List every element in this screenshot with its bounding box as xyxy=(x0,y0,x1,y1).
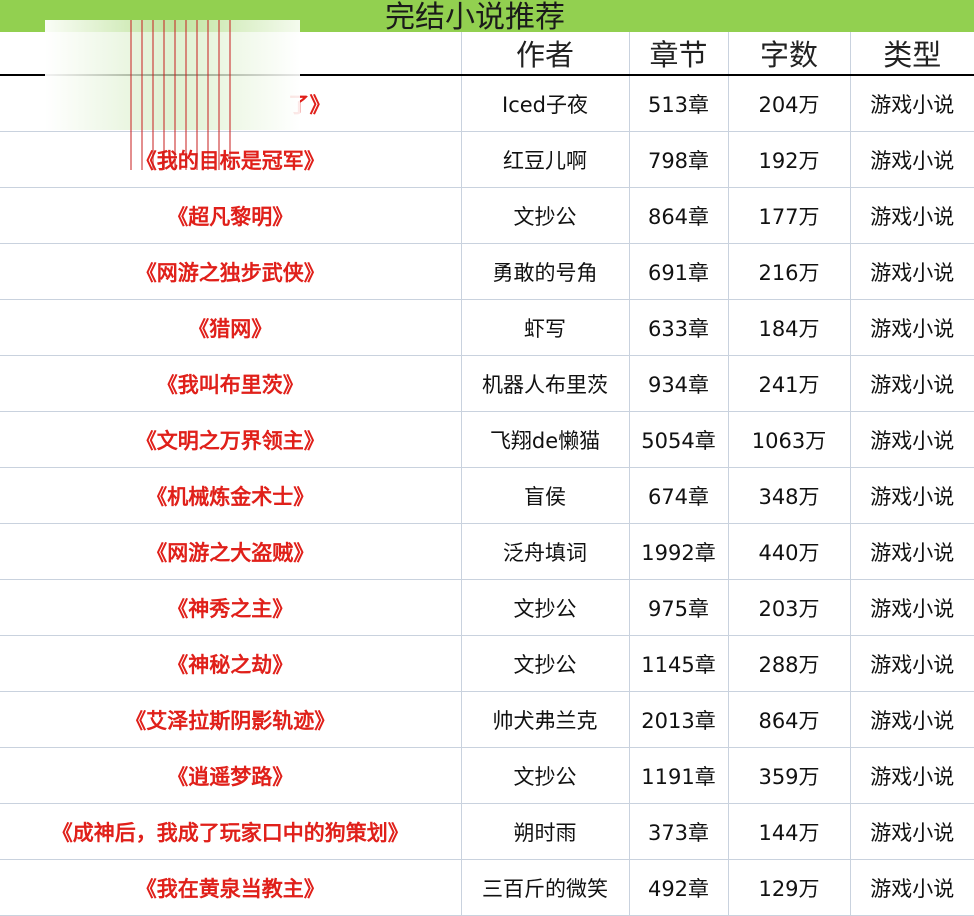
sheet-title-bar: 完结小说推荐 xyxy=(0,0,974,32)
table-row: 《机械炼金术士》 盲侯 674章 348万 游戏小说 xyxy=(0,467,974,524)
chapters-cell[interactable]: 513章 xyxy=(628,75,728,132)
genre-cell[interactable]: 游戏小说 xyxy=(849,635,974,692)
chapters-cell[interactable]: 1191章 xyxy=(628,747,728,804)
table-row: 《超凡黎明》 文抄公 864章 177万 游戏小说 xyxy=(0,187,974,244)
author-cell[interactable]: 飞翔de懒猫 xyxy=(460,411,629,468)
novel-title-cell[interactable]: 《逍遥梦路》 xyxy=(0,747,461,804)
novel-title-cell[interactable]: 《网游之独步武侠》 xyxy=(0,243,461,300)
author-cell[interactable]: 机器人布里茨 xyxy=(460,355,629,412)
author-cell[interactable]: 帅犬弗兰克 xyxy=(460,691,629,748)
novel-title-cell[interactable]: 《我在黄泉当教主》 xyxy=(0,859,461,916)
table-row: 《我在黄泉当教主》 三百斤的微笑 492章 129万 游戏小说 xyxy=(0,859,974,916)
chapters-cell[interactable]: 975章 xyxy=(628,579,728,636)
novel-title-cell[interactable]: 《成神后，我成了玩家口中的狗策划》 xyxy=(0,803,461,860)
novel-title-cell[interactable]: 《机械炼金术士》 xyxy=(0,467,461,524)
novel-title-cell[interactable]: 了》 xyxy=(0,75,461,132)
chapters-cell[interactable]: 691章 xyxy=(628,243,728,300)
word-count-cell[interactable]: 184万 xyxy=(727,299,850,356)
author-cell[interactable]: 三百斤的微笑 xyxy=(460,859,629,916)
table-row: 《神秘之劫》 文抄公 1145章 288万 游戏小说 xyxy=(0,635,974,692)
novel-title-cell[interactable]: 《网游之大盗贼》 xyxy=(0,523,461,580)
novel-title-cell[interactable]: 《神秘之劫》 xyxy=(0,635,461,692)
genre-cell[interactable]: 游戏小说 xyxy=(849,299,974,356)
genre-cell[interactable]: 游戏小说 xyxy=(849,243,974,300)
table-row: 《文明之万界领主》 飞翔de懒猫 5054章 1063万 游戏小说 xyxy=(0,411,974,468)
author-cell[interactable]: 红豆儿啊 xyxy=(460,131,629,188)
novel-title-cell[interactable]: 《神秀之主》 xyxy=(0,579,461,636)
chapters-cell[interactable]: 492章 xyxy=(628,859,728,916)
author-cell[interactable]: 朔时雨 xyxy=(460,803,629,860)
chapters-cell[interactable]: 2013章 xyxy=(628,691,728,748)
author-cell[interactable]: 文抄公 xyxy=(460,635,629,692)
word-count-cell[interactable]: 192万 xyxy=(727,131,850,188)
genre-cell[interactable]: 游戏小说 xyxy=(849,579,974,636)
chapters-cell[interactable]: 373章 xyxy=(628,803,728,860)
chapters-cell[interactable]: 934章 xyxy=(628,355,728,412)
novel-title-cell[interactable]: 《超凡黎明》 xyxy=(0,187,461,244)
word-count-cell[interactable]: 348万 xyxy=(727,467,850,524)
word-count-cell[interactable]: 288万 xyxy=(727,635,850,692)
word-count-cell[interactable]: 144万 xyxy=(727,803,850,860)
table-row: 《猎网》 虾写 633章 184万 游戏小说 xyxy=(0,299,974,356)
word-count-cell[interactable]: 241万 xyxy=(727,355,850,412)
novel-title-cell[interactable]: 《猎网》 xyxy=(0,299,461,356)
author-cell[interactable]: Iced子夜 xyxy=(460,75,629,132)
novel-table: 作者 章节 字数 类型 了》 Iced子夜 513章 204万 游戏小说 《我的目标是冠军》 红豆… xyxy=(0,32,974,916)
header-chapters: 章节 xyxy=(628,32,728,76)
novel-title-cell[interactable]: 《我叫布里茨》 xyxy=(0,355,461,412)
genre-cell[interactable]: 游戏小说 xyxy=(849,187,974,244)
header-type: 类型 xyxy=(849,32,974,76)
novel-title-cell[interactable]: 《文明之万界领主》 xyxy=(0,411,461,468)
genre-cell[interactable]: 游戏小说 xyxy=(849,691,974,748)
genre-cell[interactable]: 游戏小说 xyxy=(849,355,974,412)
genre-cell[interactable]: 游戏小说 xyxy=(849,411,974,468)
author-cell[interactable]: 文抄公 xyxy=(460,187,629,244)
author-cell[interactable]: 盲侯 xyxy=(460,467,629,524)
word-count-cell[interactable]: 359万 xyxy=(727,747,850,804)
novel-title-cell[interactable]: 《我的目标是冠军》 xyxy=(0,131,461,188)
novel-title-cell[interactable]: 《艾泽拉斯阴影轨迹》 xyxy=(0,691,461,748)
word-count-cell[interactable]: 864万 xyxy=(727,691,850,748)
table-row: 《艾泽拉斯阴影轨迹》 帅犬弗兰克 2013章 864万 游戏小说 xyxy=(0,691,974,748)
genre-cell[interactable]: 游戏小说 xyxy=(849,859,974,916)
genre-cell[interactable]: 游戏小说 xyxy=(849,75,974,132)
table-row: 《我叫布里茨》 机器人布里茨 934章 241万 游戏小说 xyxy=(0,355,974,412)
author-cell[interactable]: 文抄公 xyxy=(460,747,629,804)
word-count-cell[interactable]: 1063万 xyxy=(727,411,850,468)
word-count-cell[interactable]: 203万 xyxy=(727,579,850,636)
header-row: 作者 章节 字数 类型 xyxy=(0,32,974,76)
chapters-cell[interactable]: 864章 xyxy=(628,187,728,244)
author-cell[interactable]: 文抄公 xyxy=(460,579,629,636)
word-count-cell[interactable]: 216万 xyxy=(727,243,850,300)
author-cell[interactable]: 泛舟填词 xyxy=(460,523,629,580)
genre-cell[interactable]: 游戏小说 xyxy=(849,131,974,188)
table-row: 《网游之大盗贼》 泛舟填词 1992章 440万 游戏小说 xyxy=(0,523,974,580)
header-title xyxy=(0,32,461,76)
chapters-cell[interactable]: 798章 xyxy=(628,131,728,188)
word-count-cell[interactable]: 177万 xyxy=(727,187,850,244)
author-cell[interactable]: 虾写 xyxy=(460,299,629,356)
author-cell[interactable]: 勇敢的号角 xyxy=(460,243,629,300)
genre-cell[interactable]: 游戏小说 xyxy=(849,803,974,860)
table-row: 《逍遥梦路》 文抄公 1191章 359万 游戏小说 xyxy=(0,747,974,804)
table-row: 《神秀之主》 文抄公 975章 203万 游戏小说 xyxy=(0,579,974,636)
table-row: 《我的目标是冠军》 红豆儿啊 798章 192万 游戏小说 xyxy=(0,131,974,188)
sheet-title: 完结小说推荐 xyxy=(385,0,565,32)
table-row: 《网游之独步武侠》 勇敢的号角 691章 216万 游戏小说 xyxy=(0,243,974,300)
chapters-cell[interactable]: 1992章 xyxy=(628,523,728,580)
word-count-cell[interactable]: 440万 xyxy=(727,523,850,580)
chapters-cell[interactable]: 633章 xyxy=(628,299,728,356)
header-words: 字数 xyxy=(727,32,850,76)
word-count-cell[interactable]: 129万 xyxy=(727,859,850,916)
genre-cell[interactable]: 游戏小说 xyxy=(849,747,974,804)
word-count-cell[interactable]: 204万 xyxy=(727,75,850,132)
header-author: 作者 xyxy=(460,32,629,76)
genre-cell[interactable]: 游戏小说 xyxy=(849,467,974,524)
chapters-cell[interactable]: 1145章 xyxy=(628,635,728,692)
genre-cell[interactable]: 游戏小说 xyxy=(849,523,974,580)
chapters-cell[interactable]: 674章 xyxy=(628,467,728,524)
table-row: 《成神后，我成了玩家口中的狗策划》 朔时雨 373章 144万 游戏小说 xyxy=(0,803,974,860)
chapters-cell[interactable]: 5054章 xyxy=(628,411,728,468)
table-row: 了》 Iced子夜 513章 204万 游戏小说 xyxy=(0,75,974,132)
